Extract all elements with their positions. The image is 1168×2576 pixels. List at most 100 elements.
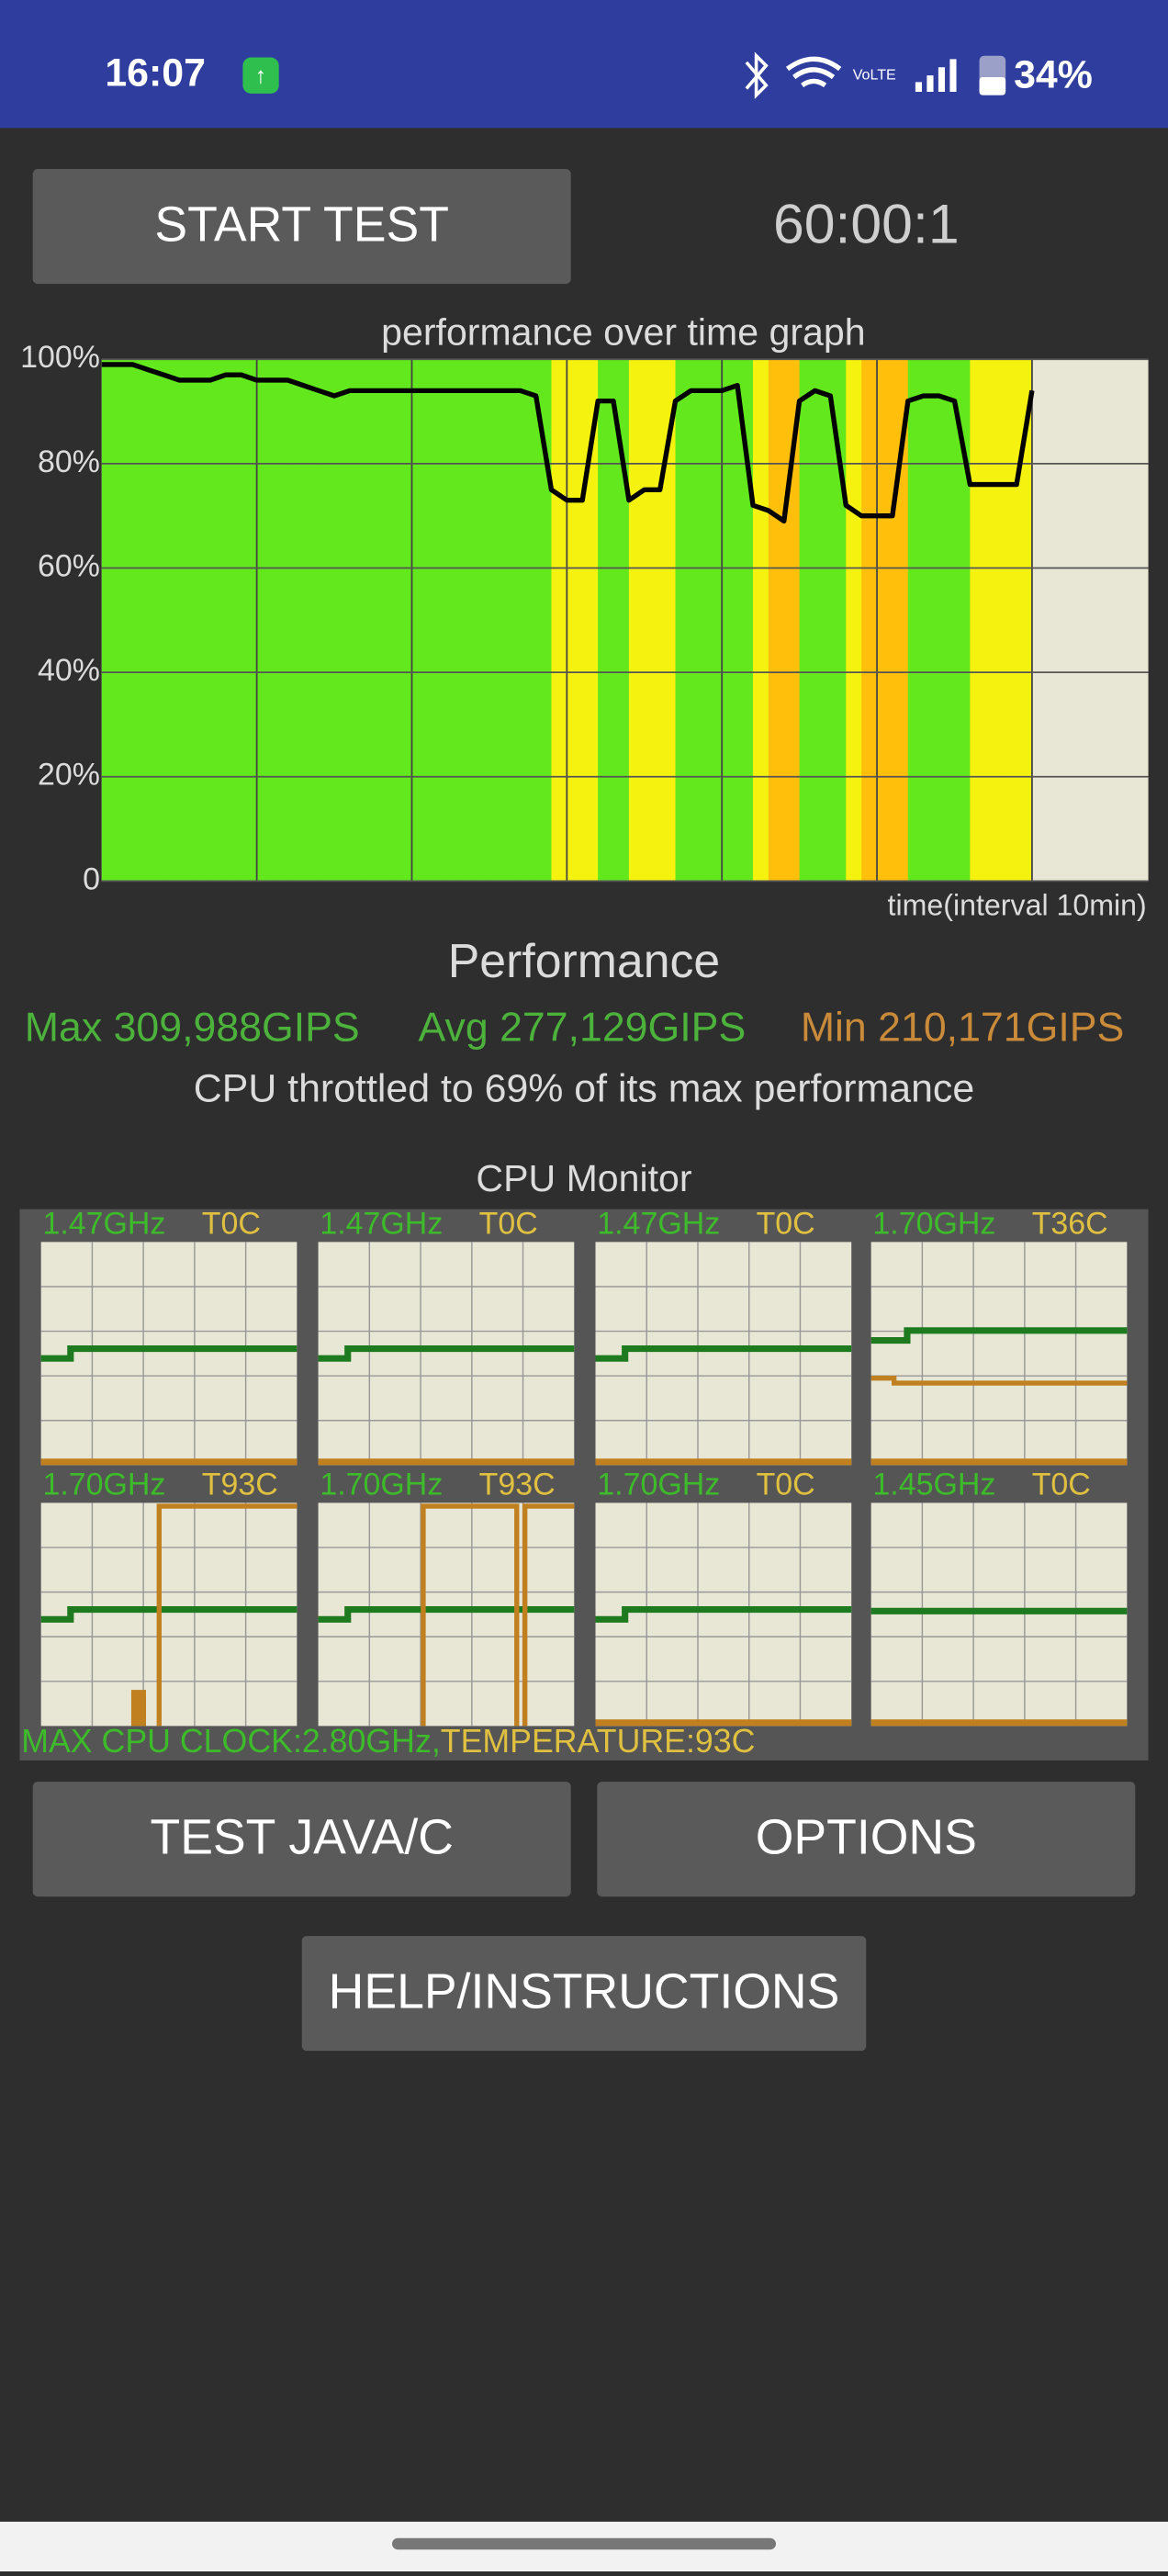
performance-band [628,359,646,882]
core-frequency-line [40,1344,298,1362]
performance-band [783,359,801,882]
core-frequency: 1.47GHz [42,1206,165,1241]
performance-band [396,359,413,882]
core-frequency-line [318,1605,575,1623]
core-frequency: 1.70GHz [320,1468,443,1502]
bluetooth-icon [745,51,769,99]
java-button-bg[interactable] [32,1782,571,1897]
performance-title: Performance [448,934,721,987]
performance-band [907,359,925,882]
status-bar [0,0,1168,129]
y-tick-label: 80% [38,444,100,479]
performance-band [225,359,242,882]
start-button-bg[interactable] [32,169,571,285]
performance-band [877,359,893,882]
performance-band [985,359,1002,882]
performance-band [148,359,164,882]
battery-text: 34% [1014,52,1093,96]
performance-band [954,359,971,882]
options-button-label[interactable]: OPTIONS [756,1810,977,1865]
options-button[interactable]: OPTIONS [597,1782,1136,1897]
java-button[interactable]: TEST JAVA/C [32,1782,571,1897]
performance-band [551,359,567,882]
core-frequency: 1.70GHz [597,1468,720,1502]
performance-band [319,359,335,882]
notification-arrow: ↑ [255,63,267,89]
performance-band [706,359,723,882]
cpu-cores: 1.47GHz T0C 1.47GHz T0C 1.47GHz T0C 1.70GHz T36… [40,1206,1128,1727]
performance-band [349,359,366,882]
performance-band [427,359,444,882]
help-button-bg[interactable] [301,1936,867,2052]
throttle-text: CPU throttled to 69% of its max performa… [194,1066,974,1110]
performance-band [489,359,506,882]
core-chart [870,1242,1128,1466]
min-performance: Min 210,171GIPS [801,1006,1125,1051]
performance-band [504,359,522,882]
performance-band [209,359,227,882]
signal-icon [915,59,957,93]
performance-band [846,359,862,882]
performance-band [799,359,816,882]
cpu-monitor-title: CPU Monitor [476,1157,691,1199]
core-temp-block [130,1690,147,1727]
performance-band [598,359,614,882]
help-button-label[interactable]: HELP/INSTRUCTIONS [329,1964,840,2019]
performance-band [443,359,459,882]
avg-performance: Avg 277,129GIPS [419,1006,747,1051]
core-frequency-line [870,1327,1128,1344]
core-temperature: T93C [202,1468,278,1502]
max-clock: MAX CPU CLOCK:2.80GHz, [21,1723,441,1760]
java-button-label[interactable]: TEST JAVA/C [150,1810,453,1865]
performance-band [861,359,878,882]
battery-level [979,76,1006,96]
max-temp: TEMPERATURE:93C [441,1723,756,1760]
core-chart [40,1242,298,1466]
options-button-bg[interactable] [597,1782,1136,1897]
performance-band [752,359,769,882]
performance-band [380,359,398,882]
timer: 60:00:1 [773,192,960,254]
performance-band [1016,359,1033,882]
performance-band [970,359,986,882]
y-tick-label: 20% [38,758,100,793]
start-button-label[interactable]: START TEST [154,197,449,252]
chart-title: performance over time graph [381,310,865,353]
performance-line [101,362,1035,524]
home-handle[interactable] [391,2537,777,2550]
core-temperature: T0C [757,1468,815,1502]
help-button[interactable]: HELP/INSTRUCTIONS [301,1936,867,2052]
y-tick-label: 40% [38,653,100,688]
performance-band [241,359,258,882]
core-frequency-line [595,1605,852,1623]
performance-band [132,359,149,882]
performance-band [179,359,196,882]
wifi-icon [785,56,842,88]
core-chart [318,1242,575,1466]
performance-band [303,359,320,882]
core-temperature: T0C [1032,1468,1091,1502]
performance-band [101,359,118,882]
performance-band [520,359,537,882]
y-tick-label: 0 [83,861,100,896]
y-tick-label: 100% [20,340,100,375]
core-temp-line [156,1503,298,1727]
core-temp-line [870,1375,1128,1386]
core-frequency: 1.70GHz [42,1468,165,1502]
performance-band [411,359,428,882]
core-temperature: T0C [479,1206,538,1241]
performance-band [938,359,956,882]
notification-icon [242,57,279,94]
core-frequency-line [40,1605,298,1623]
performance-band [691,359,707,882]
volte-icon: VoLTE [853,66,896,83]
performance-band [334,359,351,882]
performance-band [256,359,274,882]
performance-band [117,359,134,882]
performance-band [365,359,382,882]
performance-band [1001,359,1017,882]
performance-band [814,359,831,882]
performance-band [675,359,691,882]
start-button[interactable]: START TEST [32,169,571,285]
